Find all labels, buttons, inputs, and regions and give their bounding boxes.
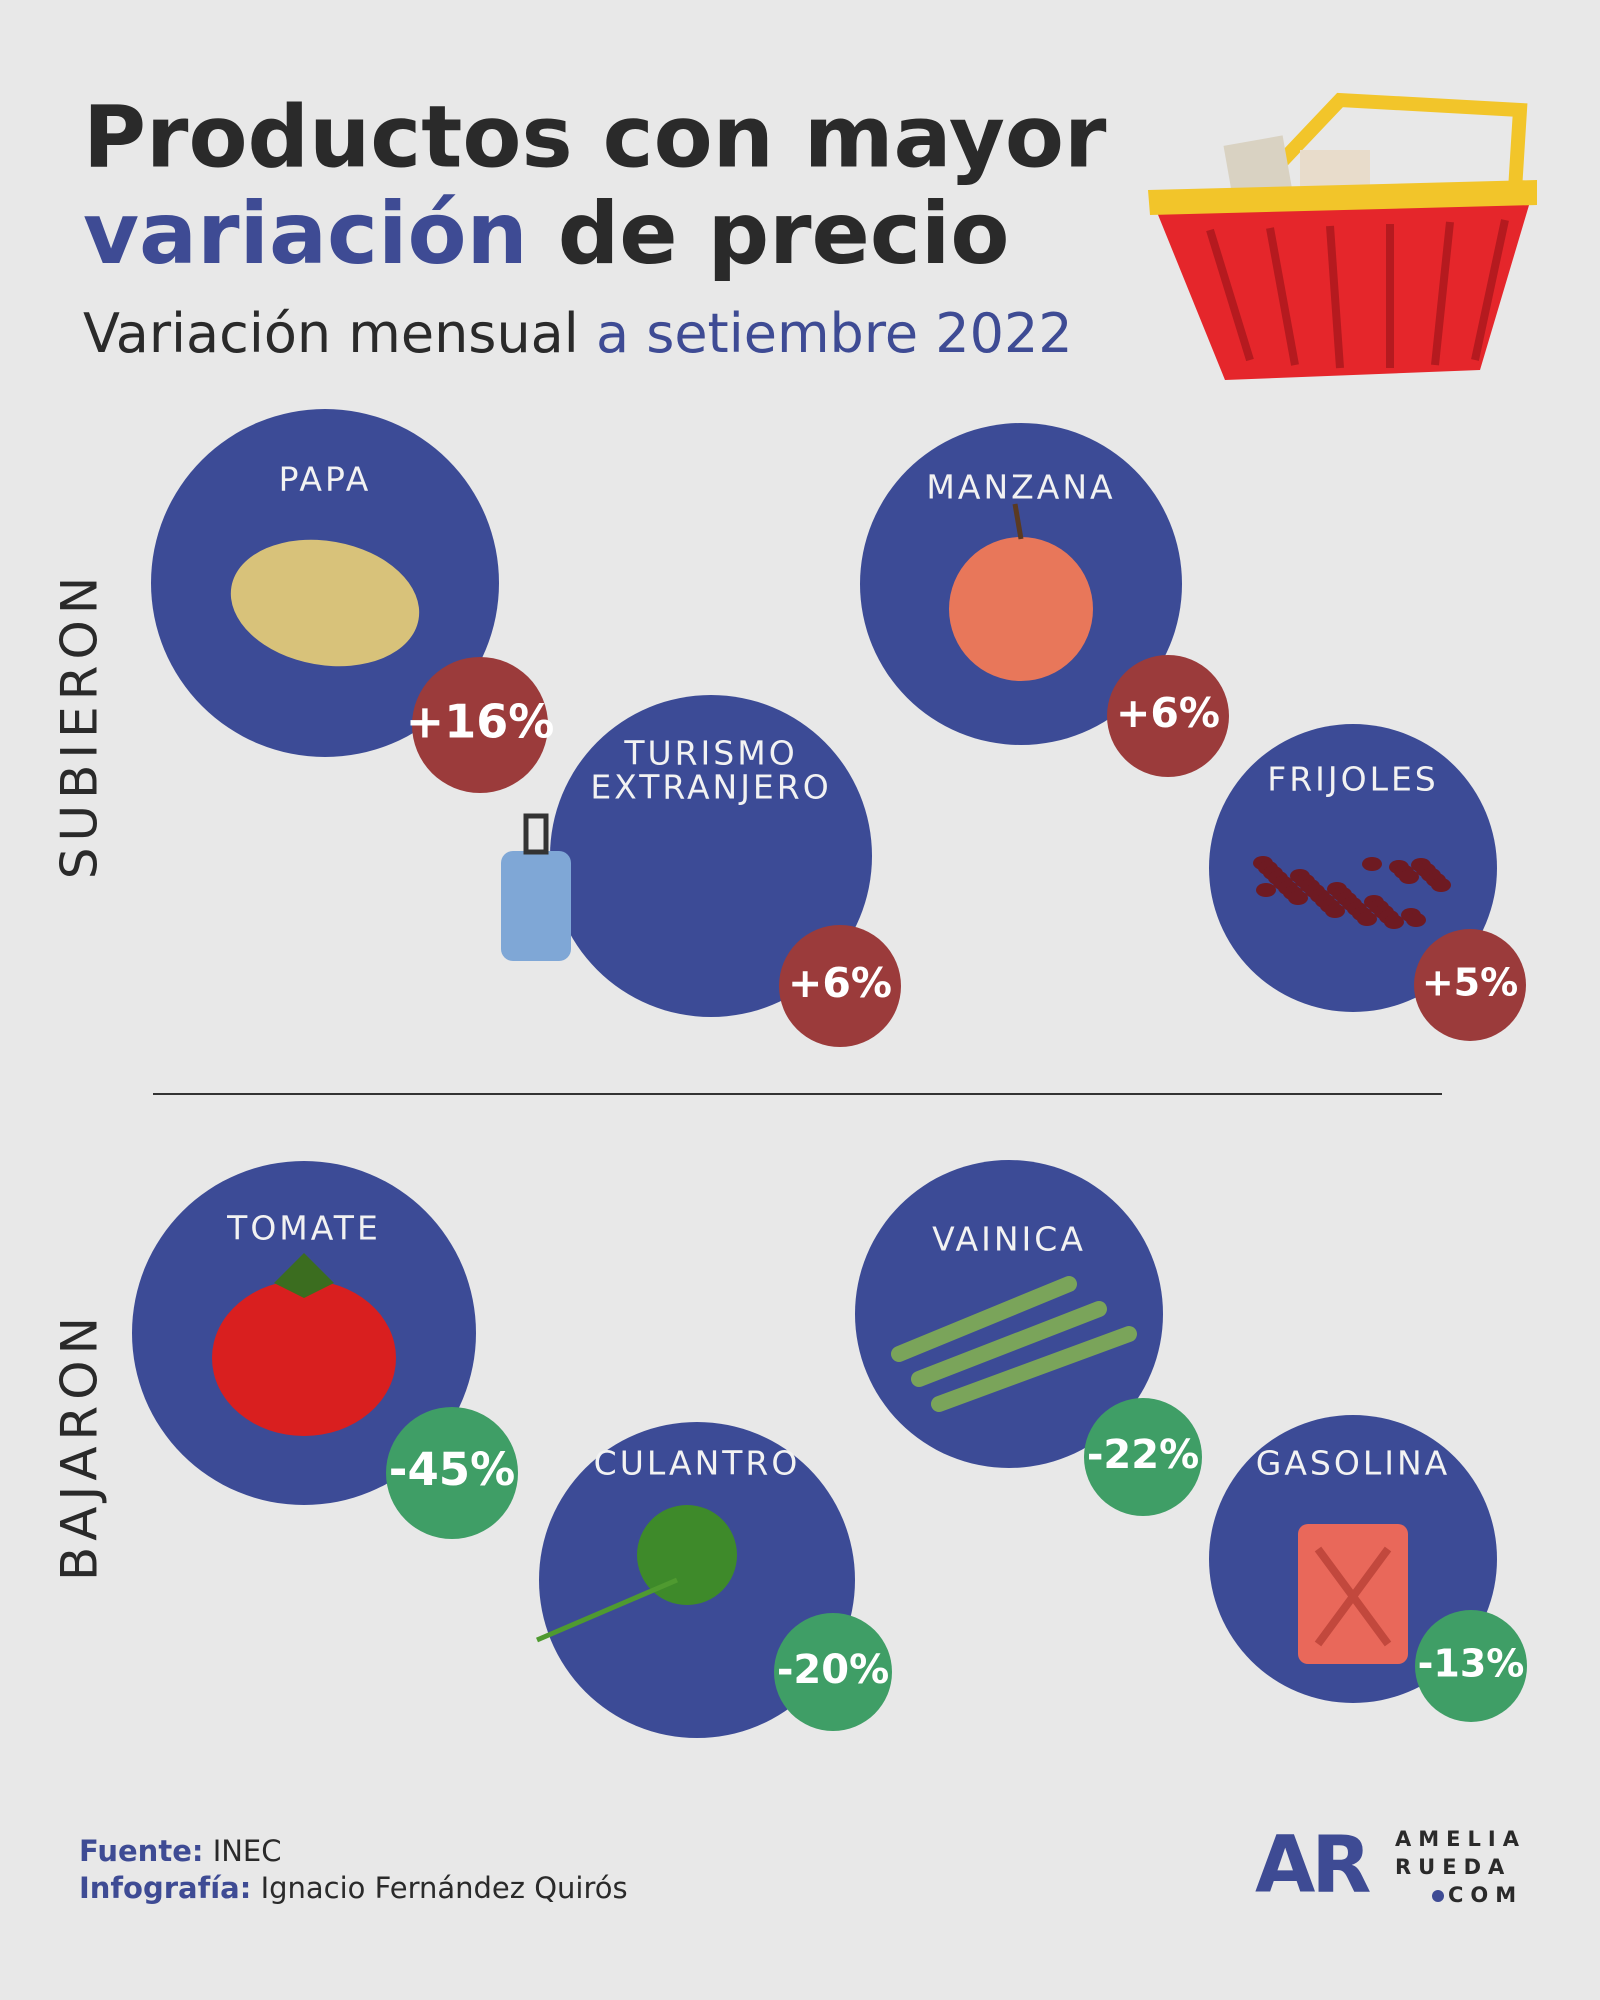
tomato-icon [212,1280,396,1436]
product-name: EXTRANJERO [590,768,831,807]
product-card: TOMATE -45% [132,1161,518,1539]
suitcase-handle [523,813,549,855]
title-line: variación de precio [83,184,1009,284]
change-badge [774,1613,892,1731]
cilantro-stem [536,1577,678,1643]
change-badge [779,925,901,1047]
section-label: BAJARON [51,1311,109,1581]
change-badge [1107,655,1229,777]
product-card: GASOLINA -13% [1209,1415,1527,1722]
credit-label: Infografía: [79,1871,251,1905]
bean-pod-icon [931,1326,1137,1412]
subtitle-highlight: a setiembre 2022 [596,302,1073,365]
change-value: -20% [777,1647,889,1693]
logo-text: AMELIA [1395,1827,1526,1851]
product-card: PAPA +16% [151,409,554,793]
product-name: CULANTRO [594,1444,801,1483]
bean-icon [1384,915,1404,929]
tomato-leaf [274,1253,334,1298]
change-badge [1084,1398,1202,1516]
product-name: MANZANA [926,468,1115,507]
credit: Infografía: Ignacio Fernández Quirós [79,1871,628,1905]
bean-icon [1325,904,1345,918]
product-card: CULANTRO -20% [536,1422,892,1738]
bean-icon [1362,857,1382,871]
logo-text: RUEDA [1395,1855,1511,1879]
change-value: -22% [1087,1432,1199,1478]
product-name: TOMATE [226,1209,381,1248]
logo-text: COM [1448,1883,1523,1907]
subtitle: Variación mensual a setiembre 2022 [83,302,1073,365]
source-text: INEC [213,1834,282,1868]
product-name: VAINICA [932,1220,1086,1259]
apple-stem [1012,503,1024,540]
bean-pod-icon [911,1301,1107,1387]
bean-icon [1431,878,1451,892]
jerrycan-mark [1314,1546,1392,1647]
product-name: GASOLINA [1256,1444,1450,1483]
change-badge [1414,929,1526,1041]
bean-icon [1357,912,1377,926]
product-name: PAPA [279,460,372,499]
subtitle-plain: Variación mensual [83,302,579,365]
apple-icon [949,537,1093,681]
change-value: +6% [1116,689,1220,737]
change-value: +16% [406,695,555,749]
product-card: FRIJOLES +5% [1209,724,1526,1041]
change-value: -13% [1418,1642,1525,1686]
bean-pod-icon [891,1276,1077,1362]
change-value: +6% [788,959,892,1007]
potato-icon [230,539,420,667]
source-label: Fuente: [79,1834,203,1868]
product-circle [550,695,872,1017]
change-value: +5% [1422,961,1518,1005]
source: Fuente: INEC [79,1834,282,1868]
basket-icon [1148,92,1537,380]
title-rest: de precio [558,184,1010,284]
bean-icon [1399,870,1419,884]
change-value: -45% [389,1443,515,1496]
credit-text: Ignacio Fernández Quirós [261,1871,628,1905]
cilantro-icon [637,1505,737,1605]
product-card: VAINICA -22% [855,1160,1202,1516]
product-name: FRIJOLES [1267,760,1439,799]
title-highlight: variación [83,184,528,284]
title-line: Productos con mayor [83,87,1107,187]
change-badge [1415,1610,1527,1722]
product-card: MANZANA +6% [860,423,1229,777]
bean-icon [1406,913,1426,927]
product-circle [1209,724,1497,1012]
bean-icon [1288,891,1308,905]
logo-dot [1432,1890,1444,1902]
product-name: TURISMO [623,734,797,773]
change-badge [386,1407,518,1539]
section-label: SUBIERON [51,571,109,879]
logo-mark: AR [1255,1820,1370,1910]
suitcase-icon [501,851,571,961]
bean-icon [1256,883,1276,897]
change-badge [412,657,548,793]
